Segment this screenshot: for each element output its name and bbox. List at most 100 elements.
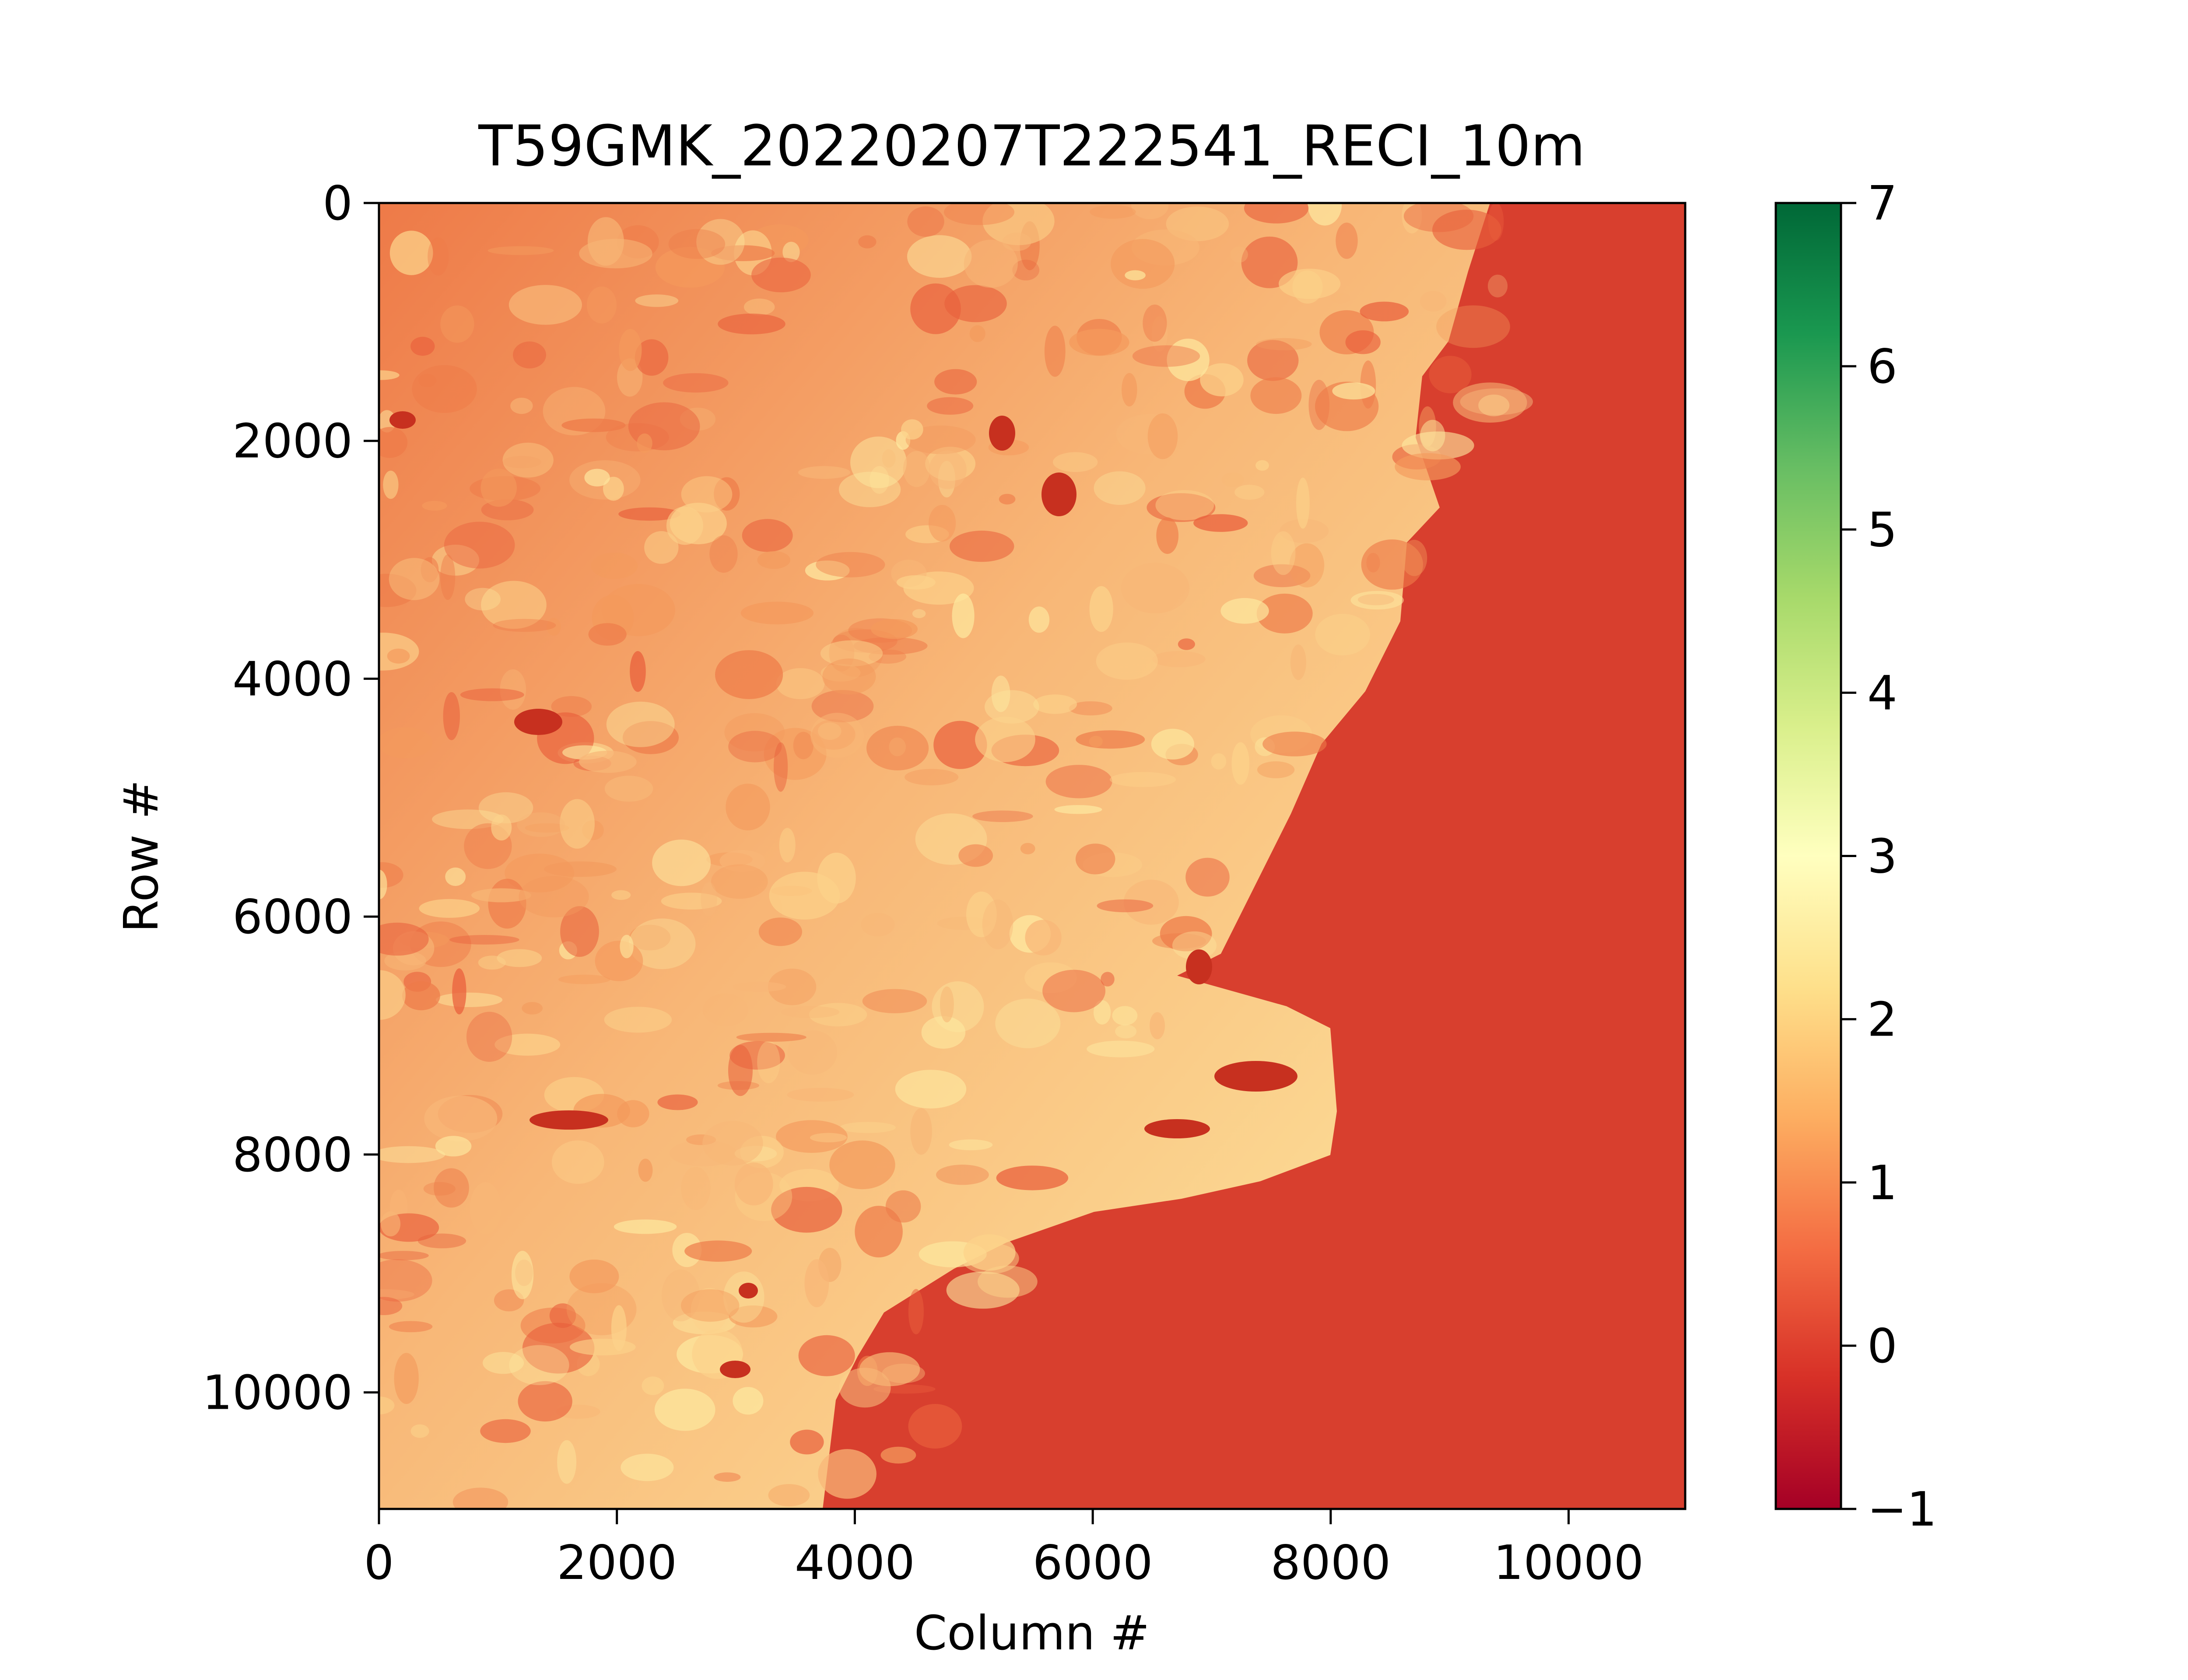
land-patch: [999, 494, 1016, 505]
land-patch: [1403, 203, 1474, 232]
land-patch: [709, 535, 738, 573]
land-patch: [907, 206, 944, 237]
plot-area: 0 2000 4000 6000 8000 10000 0 2000 4000 6000 8000…: [202, 176, 1687, 1590]
land-patch: [714, 1472, 741, 1482]
land-patch: [525, 823, 569, 833]
land-patch: [1420, 420, 1445, 452]
land-patch: [963, 1234, 1016, 1271]
land-patch: [818, 1449, 877, 1499]
land-patch: [444, 522, 515, 569]
land-patch: [943, 203, 1015, 225]
land-patch: [681, 1167, 711, 1210]
land-patch: [522, 1323, 595, 1374]
water-body: [1144, 1119, 1210, 1138]
land-patch: [1345, 330, 1381, 354]
land-patch: [1028, 606, 1050, 633]
land-patch: [1122, 373, 1137, 407]
land-patch: [1152, 651, 1206, 667]
land-patch: [907, 235, 972, 278]
land-patch: [1185, 858, 1230, 897]
land-patch: [1054, 805, 1102, 814]
land-patch: [435, 1136, 472, 1157]
land-patch: [733, 982, 786, 992]
land-patch: [621, 1453, 674, 1481]
land-patch: [1429, 356, 1472, 393]
land-patch: [513, 341, 546, 369]
land-patch: [655, 247, 725, 288]
land-patch: [635, 294, 679, 307]
land-patch: [569, 1260, 619, 1293]
land-patch: [736, 1032, 806, 1042]
land-patch: [805, 560, 850, 581]
land-patch: [379, 1259, 432, 1302]
land-patch: [810, 713, 864, 758]
land-patch: [680, 1289, 740, 1322]
land-patch: [551, 696, 592, 717]
land-patch: [790, 1429, 824, 1455]
land-patch: [1042, 970, 1106, 1012]
land-patch: [1401, 539, 1427, 576]
land-patch: [927, 397, 974, 415]
land-patch: [494, 1033, 561, 1056]
land-patch: [434, 1168, 469, 1208]
land-patch: [1280, 519, 1329, 543]
land-patch: [829, 1140, 895, 1190]
land-patch: [873, 1384, 936, 1394]
land-patch: [711, 245, 775, 261]
land-patch: [604, 776, 653, 802]
land-patch: [379, 869, 387, 900]
land-patch: [387, 648, 410, 664]
colorbar-tick-label: 2: [1867, 993, 1897, 1047]
land-patch: [768, 969, 817, 1005]
land-patch: [558, 974, 610, 984]
land-patch: [618, 507, 680, 521]
land-patch: [949, 1139, 993, 1151]
land-patch: [603, 476, 624, 501]
land-patch: [614, 1219, 677, 1234]
land-patch: [1289, 543, 1325, 588]
land-patch: [855, 1206, 903, 1258]
land-patch: [584, 469, 610, 486]
land-patch: [421, 557, 439, 583]
land-patch: [908, 1289, 924, 1334]
land-patch: [1262, 732, 1327, 756]
land-patch: [958, 844, 993, 867]
land-patch: [493, 619, 556, 632]
land-patch: [966, 891, 997, 938]
land-patch: [910, 283, 961, 334]
colorbar-tick-label: −1: [1867, 1482, 1937, 1537]
land-patch: [379, 633, 419, 671]
land-patch: [1069, 701, 1112, 716]
land-patch: [866, 725, 929, 770]
land-patch: [1076, 730, 1145, 749]
land-patch: [1094, 1000, 1111, 1025]
x-tick-label: 0: [364, 1536, 394, 1590]
land-patch: [940, 986, 954, 1022]
land-patch: [591, 553, 638, 579]
land-patch: [491, 814, 512, 841]
land-patch: [547, 618, 561, 636]
land-patch: [1402, 203, 1422, 234]
land-patch: [804, 1259, 829, 1308]
colorbar-ticks: −1 0 1 2 3 4 5 6 7: [1841, 176, 1937, 1537]
land-patch: [410, 336, 435, 356]
land-patch: [757, 1041, 780, 1083]
land-patch: [1096, 642, 1158, 680]
land-patch: [1112, 1006, 1138, 1026]
land-patch: [1420, 291, 1447, 312]
land-patch: [478, 792, 533, 823]
land-patch: [1395, 453, 1461, 480]
land-patch: [1361, 539, 1423, 590]
land-patch: [1147, 413, 1178, 459]
land-patch: [715, 650, 783, 699]
land-patch: [905, 425, 976, 454]
land-patch: [379, 1251, 429, 1260]
land-patch: [1089, 586, 1113, 632]
land-patch: [1308, 203, 1342, 226]
land-patch: [611, 1305, 627, 1351]
y-tick-label: 8000: [232, 1128, 353, 1183]
land-patch: [657, 1094, 698, 1110]
land-patch: [798, 466, 851, 479]
land-patch: [859, 1352, 920, 1386]
land-patch: [1178, 638, 1195, 650]
